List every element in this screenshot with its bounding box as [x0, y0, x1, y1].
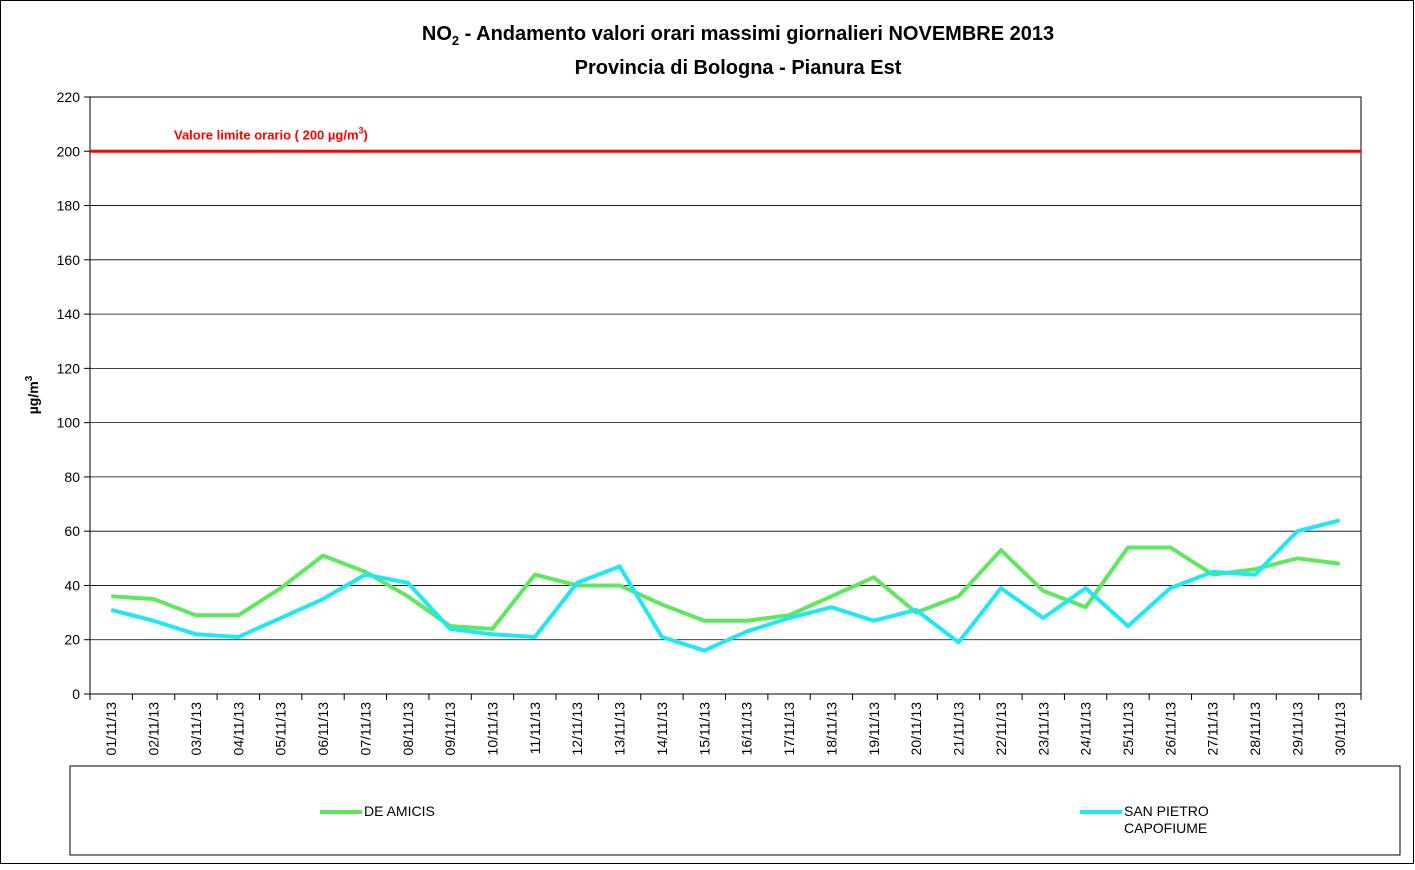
legend-label: SAN PIETRO CAPOFIUME	[1124, 803, 1209, 836]
y-tick-label: 40	[64, 577, 80, 593]
series-line	[111, 545, 1341, 631]
reference-label-end: )	[364, 127, 368, 142]
x-tick-label: 24/11/13	[1078, 702, 1094, 756]
y-label-text: µg/m	[25, 381, 41, 414]
y-tick-label: 160	[57, 252, 81, 268]
x-tick-label: 13/11/13	[612, 702, 628, 756]
x-tick-label: 06/11/13	[315, 702, 331, 756]
y-tick-label: 120	[57, 360, 81, 376]
chart-title: NO2 - Andamento valori orari massimi gio…	[422, 23, 1054, 48]
x-tick-label: 03/11/13	[188, 702, 204, 756]
x-tick-label: 25/11/13	[1120, 702, 1136, 756]
x-tick-label: 26/11/13	[1162, 702, 1178, 756]
y-tick-label: 220	[57, 89, 81, 105]
title-sub: 2	[452, 33, 459, 48]
y-tick-label: 200	[57, 143, 81, 159]
x-tick-label: 27/11/13	[1205, 702, 1221, 756]
title-chem: NO	[422, 23, 452, 45]
y-tick-label: 80	[64, 469, 80, 485]
y-label-sup: 3	[24, 375, 35, 381]
reference-label-text: Valore limite orario ( 200 µg/m	[174, 127, 359, 142]
x-tick-label: 11/11/13	[527, 702, 543, 755]
x-tick-label: 28/11/13	[1247, 702, 1263, 756]
legend-item: SAN PIETRO CAPOFIUME	[1124, 803, 1209, 836]
x-tick-label: 08/11/13	[400, 702, 416, 756]
chart-subtitle: Provincia di Bologna - Pianura Est	[575, 57, 902, 79]
x-tick-label: 05/11/13	[273, 702, 289, 756]
x-tick-label: 22/11/13	[993, 702, 1009, 756]
x-tick-label: 30/11/13	[1332, 702, 1348, 756]
y-tick-label: 180	[57, 198, 81, 214]
legend-item: DE AMICIS	[364, 803, 435, 819]
y-tick-label: 0	[72, 686, 80, 702]
x-tick-label: 19/11/13	[866, 702, 882, 756]
legend-box	[69, 765, 1401, 856]
y-tick-label: 20	[64, 632, 80, 648]
y-tick-label: 100	[57, 415, 81, 431]
y-tick-label: 60	[64, 523, 80, 539]
x-tick-label: 12/11/13	[569, 702, 585, 756]
x-tick-label: 10/11/13	[484, 702, 500, 756]
x-tick-label: 02/11/13	[146, 702, 162, 756]
x-tick-label: 15/11/13	[696, 702, 712, 756]
reference-label-sup: 3	[359, 125, 364, 135]
x-tick-label: 17/11/13	[781, 702, 797, 756]
title-text: - Andamento valori orari massimi giornal…	[459, 23, 1054, 45]
legend-label: DE AMICIS	[364, 803, 435, 819]
x-tick-label: 29/11/13	[1289, 702, 1305, 756]
x-tick-label: 09/11/13	[442, 702, 458, 756]
x-tick-label: 18/11/13	[823, 702, 839, 756]
x-tick-label: 04/11/13	[230, 702, 246, 756]
x-tick-label: 07/11/13	[357, 702, 373, 756]
y-tick-label: 140	[57, 306, 81, 322]
reference-label: Valore limite orario ( 200 µg/m3)	[174, 125, 368, 142]
x-tick-label: 01/11/13	[103, 702, 119, 756]
x-tick-label: 23/11/13	[1035, 702, 1051, 756]
x-tick-label: 20/11/13	[908, 702, 924, 756]
x-tick-label: 16/11/13	[739, 702, 755, 756]
x-tick-label: 14/11/13	[654, 702, 670, 756]
y-axis-label: µg/m3	[24, 375, 41, 414]
x-tick-label: 21/11/13	[951, 702, 967, 756]
series-line	[110, 518, 1341, 653]
